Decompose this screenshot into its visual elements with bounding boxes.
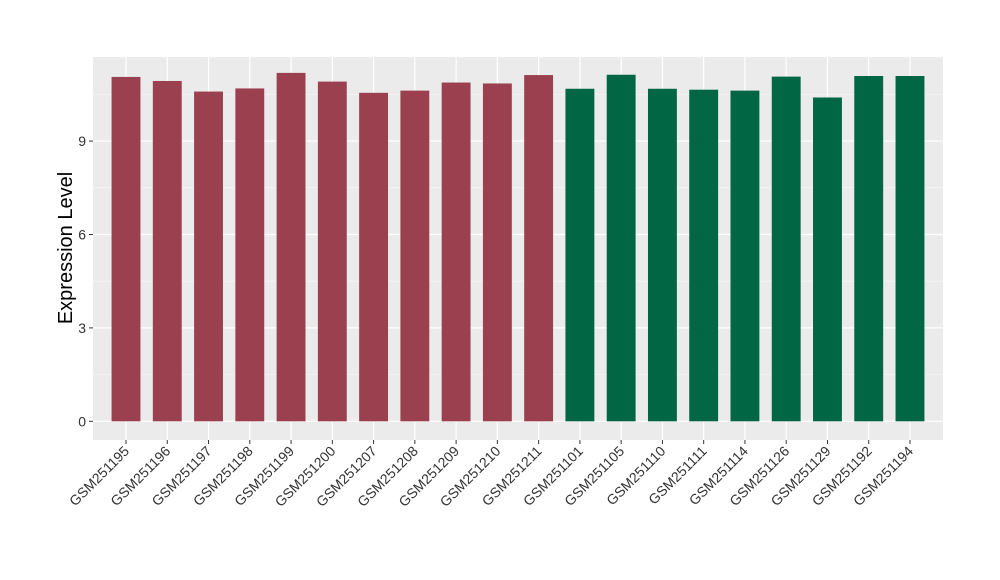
bar-GSM251210 — [482, 83, 512, 422]
bar-GSM251101 — [565, 88, 595, 422]
bar-GSM251207 — [359, 92, 389, 422]
bar-GSM251194 — [895, 75, 925, 422]
bar-GSM251200 — [317, 81, 347, 422]
y-axis: 0 3 6 9 — [78, 133, 93, 429]
y-tick-label: 0 — [78, 413, 86, 429]
y-axis-title: Expression Level — [55, 172, 77, 324]
bar-GSM251192 — [854, 75, 884, 422]
bar-GSM251196 — [152, 80, 182, 422]
x-axis: GSM251195GSM251196GSM251197GSM251198GSM2… — [66, 440, 916, 510]
plot-panel — [93, 57, 943, 440]
bar-GSM251111 — [689, 89, 719, 422]
y-tick-label: 3 — [78, 320, 86, 336]
bar-GSM251195 — [111, 76, 141, 422]
bar-GSM251209 — [441, 82, 471, 422]
bar-GSM251211 — [524, 75, 554, 422]
minor-gridlines — [93, 93, 943, 376]
bar-GSM251126 — [771, 76, 801, 422]
bar-GSM251105 — [606, 74, 636, 422]
bar-GSM251114 — [730, 90, 760, 422]
bar-GSM251198 — [235, 88, 265, 422]
bar-GSM251208 — [400, 90, 430, 422]
bar-GSM251197 — [194, 91, 223, 422]
bar-GSM251110 — [647, 88, 677, 422]
y-tick-label: 9 — [78, 133, 86, 149]
y-tick-label: 6 — [78, 226, 86, 242]
bar-GSM251129 — [813, 97, 842, 422]
bar-GSM251199 — [276, 72, 306, 422]
bars — [111, 72, 925, 422]
